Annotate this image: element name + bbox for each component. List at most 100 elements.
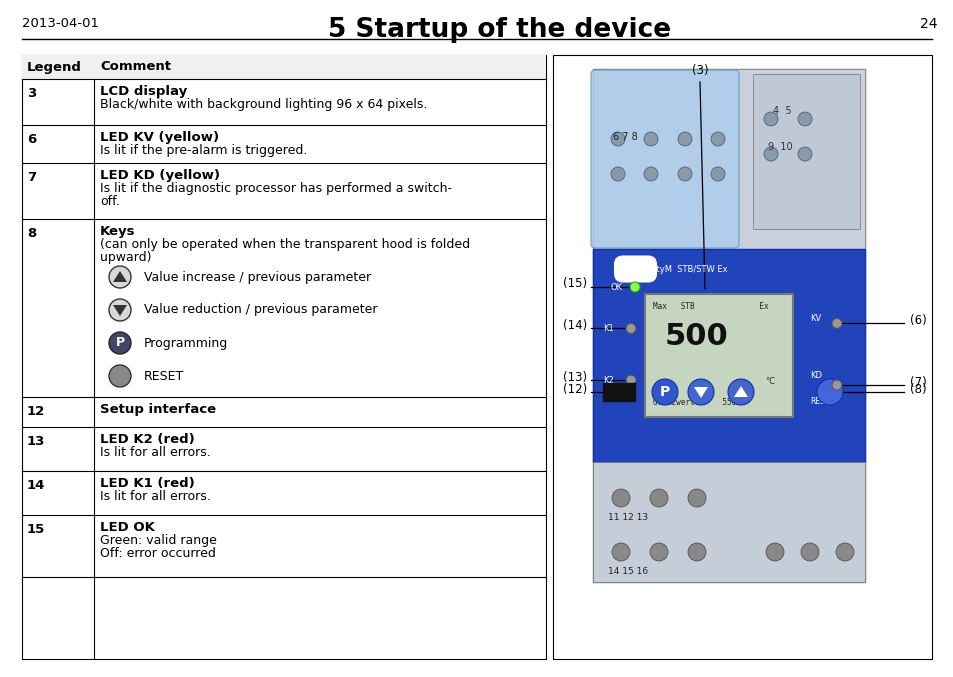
Text: 14 15 16: 14 15 16	[607, 567, 647, 576]
Text: Max   STB              Ex: Max STB Ex	[652, 302, 768, 311]
Circle shape	[651, 379, 678, 405]
Text: RESET: RESET	[144, 370, 184, 383]
Bar	[644, 294, 792, 417]
Text: LED KD (yellow): LED KD (yellow)	[100, 169, 220, 182]
Polygon shape	[112, 305, 127, 316]
Circle shape	[649, 489, 667, 507]
Bar	[602, 383, 635, 401]
Text: 6 7 8: 6 7 8	[613, 133, 638, 142]
Text: Keys: Keys	[100, 225, 135, 238]
Bar	[553, 55, 931, 659]
Bar	[752, 74, 859, 229]
Text: Programming: Programming	[144, 336, 228, 349]
Text: Comment: Comment	[100, 60, 171, 74]
Text: 9  10: 9 10	[767, 142, 792, 152]
Text: (can only be operated when the transparent hood is folded: (can only be operated when the transpare…	[100, 238, 470, 251]
Text: LCD display: LCD display	[100, 85, 187, 98]
Text: Value reduction / previous parameter: Value reduction / previous parameter	[144, 303, 377, 317]
Polygon shape	[112, 271, 127, 282]
Circle shape	[625, 375, 636, 385]
Text: 6: 6	[27, 133, 36, 146]
Text: off.: off.	[100, 195, 120, 208]
Text: 14: 14	[27, 479, 46, 492]
Circle shape	[816, 379, 842, 405]
Circle shape	[612, 489, 629, 507]
Text: Is lit for all errors.: Is lit for all errors.	[100, 490, 211, 503]
Circle shape	[710, 167, 724, 181]
Circle shape	[643, 132, 658, 146]
Text: Is lit if the diagnostic processor has performed a switch-: Is lit if the diagnostic processor has p…	[100, 182, 452, 195]
Text: Black/white with background lighting 96 x 64 pixels.: Black/white with background lighting 96 …	[100, 98, 427, 111]
Circle shape	[831, 318, 841, 328]
Circle shape	[687, 379, 713, 405]
Text: Setup interface: Setup interface	[100, 403, 216, 416]
Text: 8: 8	[27, 227, 36, 240]
Circle shape	[763, 112, 778, 126]
Circle shape	[649, 543, 667, 561]
Circle shape	[678, 132, 691, 146]
Text: Is lit if the pre-alarm is triggered.: Is lit if the pre-alarm is triggered.	[100, 144, 307, 157]
Text: P: P	[115, 336, 125, 349]
Text: LED OK: LED OK	[100, 521, 154, 534]
Circle shape	[797, 112, 811, 126]
Text: K2: K2	[602, 376, 613, 385]
Text: OK: OK	[610, 282, 622, 292]
Text: Green: valid range: Green: valid range	[100, 534, 216, 547]
Circle shape	[801, 543, 818, 561]
Circle shape	[109, 365, 131, 387]
Text: (13): (13)	[562, 370, 586, 384]
Text: safetyM  STB/STW Ex: safetyM STB/STW Ex	[622, 265, 727, 274]
Bar	[593, 69, 864, 582]
Text: (12): (12)	[562, 383, 587, 395]
Circle shape	[831, 380, 841, 390]
Circle shape	[765, 543, 783, 561]
Text: Off: error occurred: Off: error occurred	[100, 547, 215, 560]
Text: 7: 7	[27, 171, 36, 184]
Text: 3: 3	[27, 87, 36, 100]
Polygon shape	[733, 386, 747, 397]
Text: Grenzwert      550: Grenzwert 550	[652, 398, 736, 407]
Circle shape	[727, 379, 753, 405]
Polygon shape	[693, 387, 707, 398]
Text: KV: KV	[809, 314, 821, 323]
Text: °C: °C	[764, 378, 774, 387]
Circle shape	[797, 147, 811, 161]
FancyBboxPatch shape	[590, 70, 739, 248]
Circle shape	[610, 132, 624, 146]
Circle shape	[643, 167, 658, 181]
Text: 4  5: 4 5	[772, 106, 791, 116]
Circle shape	[687, 489, 705, 507]
Circle shape	[687, 543, 705, 561]
Bar	[593, 69, 864, 249]
Text: RESET: RESET	[809, 397, 833, 406]
Text: Value increase / previous parameter: Value increase / previous parameter	[144, 271, 371, 284]
Text: 24: 24	[919, 17, 937, 31]
Circle shape	[835, 543, 853, 561]
Text: 2013-04-01: 2013-04-01	[22, 17, 99, 30]
Circle shape	[610, 167, 624, 181]
Circle shape	[763, 147, 778, 161]
Text: LED KV (yellow): LED KV (yellow)	[100, 131, 219, 144]
Text: 15: 15	[27, 523, 45, 536]
Text: 12: 12	[27, 405, 45, 418]
Text: (14): (14)	[562, 319, 587, 332]
Text: (15): (15)	[562, 278, 586, 290]
Text: 13: 13	[27, 435, 46, 448]
Text: (3): (3)	[691, 64, 707, 77]
Text: K1: K1	[602, 324, 613, 333]
Bar	[593, 249, 864, 462]
Bar	[593, 462, 864, 582]
Text: (6): (6)	[909, 314, 926, 327]
Text: Legend: Legend	[27, 60, 82, 74]
Text: JUMO: JUMO	[622, 265, 647, 274]
Text: upward): upward)	[100, 251, 152, 264]
Bar	[22, 55, 545, 79]
Text: KD: KD	[809, 370, 821, 380]
Circle shape	[625, 324, 636, 334]
Text: Is lit for all errors.: Is lit for all errors.	[100, 446, 211, 459]
Text: 5 Startup of the device: 5 Startup of the device	[328, 17, 671, 43]
Circle shape	[710, 132, 724, 146]
Circle shape	[109, 299, 131, 321]
Text: LED K2 (red): LED K2 (red)	[100, 433, 194, 446]
Circle shape	[109, 332, 131, 354]
